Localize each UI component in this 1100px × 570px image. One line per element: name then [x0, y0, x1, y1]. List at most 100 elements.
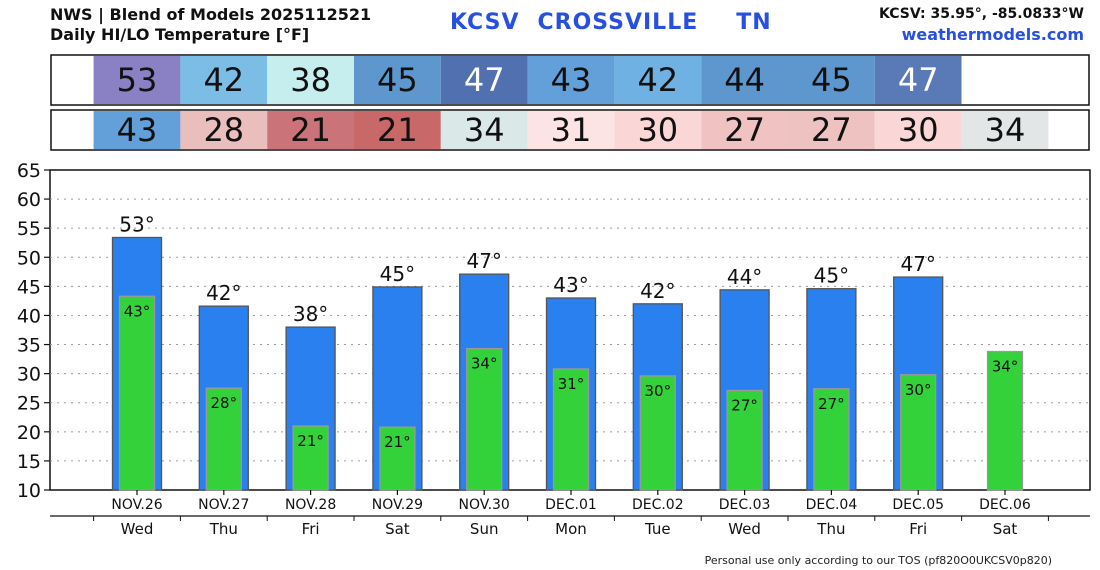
low-table-value: 21 — [377, 111, 418, 149]
y-tick-label: 60 — [17, 189, 41, 211]
high-table-cell — [874, 56, 962, 104]
high-label: 45° — [814, 264, 849, 288]
high-label: 53° — [119, 212, 154, 236]
y-tick-label: 65 — [17, 160, 41, 182]
x-date-label: NOV.27 — [198, 497, 249, 513]
low-bar — [205, 387, 242, 491]
low-table-cell — [180, 111, 268, 149]
high-table-cell — [961, 56, 1049, 104]
low-table-value: 28 — [203, 111, 244, 149]
low-label: 27° — [818, 395, 845, 413]
low-table-cell — [267, 111, 354, 149]
x-date-label: DEC.05 — [892, 497, 944, 513]
low-label: 34° — [471, 355, 498, 373]
low-table-value: 30 — [898, 111, 939, 149]
high-table-cell — [93, 56, 181, 104]
y-tick-label: 15 — [17, 451, 41, 473]
low-table-value: 21 — [290, 111, 331, 149]
high-table-cell — [440, 56, 528, 104]
low-table-cell — [440, 111, 528, 149]
low-label: 28° — [211, 394, 238, 412]
high-label: 42° — [206, 281, 241, 305]
high-label: 47° — [900, 252, 935, 276]
low-label: 27° — [731, 397, 758, 415]
x-date-label: NOV.26 — [111, 497, 162, 513]
low-table-cell — [614, 111, 702, 149]
high-table-cell — [267, 56, 354, 104]
low-label: 43° — [124, 302, 151, 320]
high-table-value: 53 — [117, 61, 158, 99]
y-tick-label: 50 — [17, 247, 41, 269]
low-bar — [900, 374, 937, 491]
low-table-value: 43 — [117, 111, 158, 149]
high-table-value: 47 — [464, 61, 505, 99]
high-table-value: 38 — [290, 61, 331, 99]
low-table-cell — [874, 111, 962, 149]
chart-subtitle: Daily HI/LO Temperature [°F] — [50, 25, 310, 44]
high-label: 45° — [380, 262, 415, 286]
station-coordinates: KCSV: 35.95°, -85.0833°W — [878, 6, 1084, 22]
x-weekday-label: Tue — [644, 520, 671, 538]
low-table-value: 34 — [985, 111, 1026, 149]
low-table-value: 34 — [464, 111, 505, 149]
x-weekday-label: Fri — [909, 520, 927, 538]
station-id: KCSV — [450, 10, 520, 35]
high-table-value: 43 — [551, 61, 592, 99]
low-label: 30° — [645, 382, 672, 400]
x-weekday-label: Sat — [993, 520, 1018, 538]
high-label: 38° — [293, 302, 328, 326]
station-state: TN — [736, 10, 772, 35]
x-weekday-label: Fri — [302, 520, 320, 538]
high-table-value: 44 — [724, 61, 765, 99]
station-city: CROSSVILLE — [537, 10, 699, 35]
y-tick-label: 30 — [17, 364, 41, 386]
low-table-cell — [961, 111, 1049, 149]
high-table-cell — [180, 56, 268, 104]
x-date-label: DEC.04 — [806, 497, 858, 513]
x-date-label: DEC.02 — [632, 497, 684, 513]
low-table-value: 27 — [811, 111, 852, 149]
site-link[interactable]: weathermodels.com — [901, 25, 1084, 44]
x-weekday-label: Sat — [385, 520, 410, 538]
low-label: 21° — [384, 433, 411, 451]
low-label: 34° — [992, 358, 1019, 376]
low-table-cell — [354, 111, 441, 149]
y-tick-label: 10 — [17, 480, 41, 502]
low-table-cell — [93, 111, 181, 149]
low-table-value: 31 — [551, 111, 592, 149]
terms-footer: Personal use only according to our TOS (… — [704, 554, 1052, 567]
low-bar — [986, 350, 1024, 491]
y-tick-label: 35 — [17, 335, 41, 357]
x-weekday-label: Wed — [121, 520, 154, 538]
high-table-value: 47 — [898, 61, 939, 99]
x-date-label: NOV.28 — [285, 497, 336, 513]
y-tick-label: 20 — [17, 422, 41, 444]
high-table-cell — [788, 56, 875, 104]
x-weekday-label: Thu — [209, 520, 238, 538]
x-weekday-label: Wed — [728, 520, 761, 538]
high-table-value: 45 — [377, 61, 418, 99]
x-date-label: DEC.03 — [719, 497, 771, 513]
high-table-cell — [614, 56, 702, 104]
x-date-label: NOV.30 — [459, 497, 510, 513]
low-label: 30° — [905, 381, 932, 399]
y-tick-label: 25 — [17, 393, 41, 415]
high-label: 47° — [466, 249, 501, 273]
high-label: 43° — [553, 273, 588, 297]
y-tick-label: 45 — [17, 276, 41, 298]
high-table-cell — [527, 56, 615, 104]
high-table-value: 42 — [203, 61, 244, 99]
x-weekday-label: Mon — [555, 520, 587, 538]
low-table-value: 27 — [724, 111, 765, 149]
y-tick-label: 40 — [17, 305, 41, 327]
low-label: 21° — [297, 432, 324, 450]
low-table-cell — [788, 111, 875, 149]
x-date-label: DEC.06 — [979, 497, 1031, 513]
x-date-label: NOV.29 — [372, 497, 423, 513]
high-label: 42° — [640, 279, 675, 303]
y-tick-label: 55 — [17, 218, 41, 240]
low-label: 31° — [558, 375, 585, 393]
low-bar — [118, 295, 156, 491]
x-weekday-label: Thu — [816, 520, 845, 538]
